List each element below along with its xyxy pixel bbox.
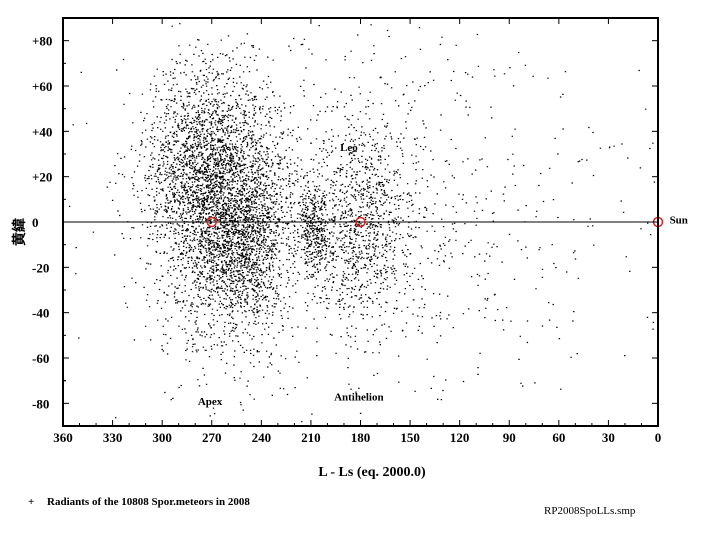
x-tick-label: 180 — [351, 430, 371, 445]
legend-symbol: + — [28, 496, 35, 508]
x-tick-label: 210 — [301, 430, 321, 445]
x-tick-label: 150 — [400, 430, 420, 445]
x-tick-label: 0 — [655, 430, 662, 445]
x-tick-label: 60 — [552, 430, 565, 445]
x-tick-label: 30 — [602, 430, 615, 445]
annotations: Apex Antihelion Sun Leo — [198, 142, 688, 408]
meteor-radiants — [68, 23, 656, 423]
x-tick-label: 120 — [450, 430, 470, 445]
y-tick-labels: +80 +60 +40 +20 0 -20 -40 -60 -80 — [32, 34, 52, 412]
legend: + Radiants of the 10808 Spor.meteors in … — [28, 496, 250, 508]
scatter-points — [68, 23, 656, 423]
y-axis-label: 黄緯 — [11, 218, 28, 246]
axis-ticks — [62, 18, 659, 426]
x-tick-label: 300 — [152, 430, 172, 445]
y-tick-label: -40 — [32, 306, 49, 321]
antihelion-marker — [355, 216, 366, 228]
apex-label: Apex — [198, 396, 223, 408]
apex-marker — [206, 216, 217, 228]
antihelion-label: Antihelion — [334, 392, 384, 404]
y-tick-label: +20 — [32, 170, 52, 185]
y-tick-label: 0 — [32, 215, 39, 230]
y-tick-label: +60 — [32, 79, 52, 94]
x-tick-label: 90 — [503, 430, 516, 445]
y-tick-label: +40 — [32, 124, 52, 139]
sun-label: Sun — [670, 215, 688, 227]
x-tick-label: 240 — [252, 430, 272, 445]
y-tick-label: +80 — [32, 34, 52, 49]
legend-text: Radiants of the 10808 Spor.meteors in 20… — [47, 496, 250, 508]
x-tick-labels: 360 330 300 270 240 210 180 150 120 90 60 30 0 — [53, 430, 661, 445]
x-tick-label: 360 — [53, 430, 73, 445]
y-tick-label: -20 — [32, 260, 49, 275]
leo-label: Leo — [340, 142, 358, 154]
y-tick-label: -60 — [32, 351, 49, 366]
x-tick-label: 270 — [202, 430, 222, 445]
source-filename: RP2008SpoLLs.smp — [544, 505, 636, 517]
x-tick-label: 330 — [103, 430, 123, 445]
x-axis-label: L - Ls (eq. 2000.0) — [318, 465, 426, 480]
y-tick-label: -80 — [32, 396, 49, 411]
